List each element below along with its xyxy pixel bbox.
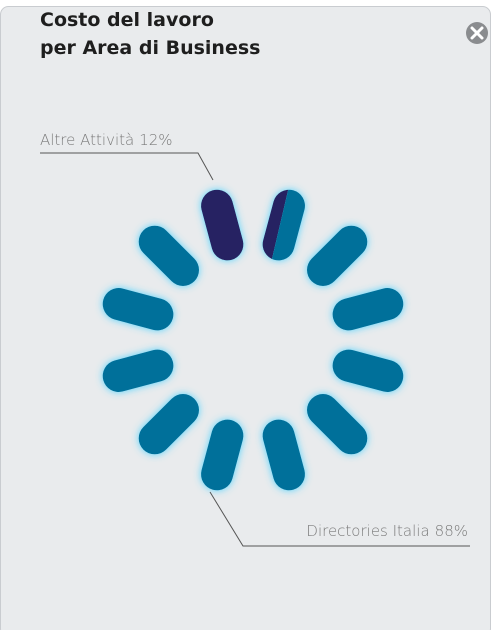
panel <box>0 6 491 630</box>
capsule <box>102 349 174 392</box>
capsule <box>332 288 404 331</box>
ring <box>102 189 404 491</box>
capsule <box>201 189 244 261</box>
capsule <box>307 225 368 286</box>
value-label: 12% <box>139 131 172 149</box>
capsule <box>332 349 404 392</box>
chart-title: Costo del lavoro <box>40 9 214 31</box>
capsule <box>307 394 368 455</box>
category-label: Directories Italia <box>306 522 429 540</box>
close-button[interactable] <box>466 22 488 44</box>
capsule <box>102 288 174 331</box>
data-label: Altre Attività 12% <box>40 131 173 149</box>
capsule <box>138 394 199 455</box>
leader-line <box>40 152 214 181</box>
capsule <box>262 419 305 491</box>
capsule <box>201 419 244 491</box>
chart-title: per Area di Business <box>40 37 260 59</box>
value-label: 88% <box>435 522 468 540</box>
data-label: Directories Italia 88% <box>306 522 468 540</box>
leader-line <box>209 491 470 547</box>
capsule <box>138 225 199 286</box>
category-label: Altre Attività <box>40 131 134 149</box>
